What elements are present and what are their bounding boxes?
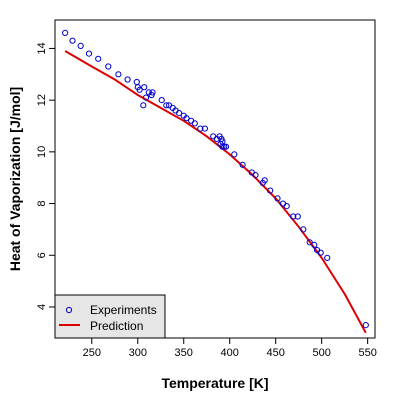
- experiment-point: [191, 120, 198, 127]
- experiment-point: [362, 322, 369, 329]
- experiment-point: [105, 63, 112, 70]
- y-tick-label: 14: [36, 42, 48, 54]
- experiment-point: [62, 29, 69, 37]
- legend: Experiments Prediction: [54, 294, 166, 339]
- y-tick-label: 10: [36, 146, 48, 158]
- x-tick-label: 550: [358, 347, 376, 359]
- experiment-point: [274, 195, 281, 202]
- experiment-point: [221, 143, 228, 150]
- experiment-point: [77, 42, 84, 50]
- experiment-point: [183, 115, 190, 122]
- experiment-point: [140, 102, 147, 109]
- y-tick-label: 4: [36, 304, 48, 310]
- x-tick-label: 450: [267, 347, 285, 359]
- experiment-point: [69, 37, 76, 44]
- legend-prediction-label: Prediction: [90, 319, 143, 333]
- experiment-point: [201, 125, 208, 132]
- experiment-point: [294, 213, 301, 220]
- experiment-point: [85, 50, 93, 57]
- experiments-series: [62, 29, 369, 329]
- experiment-point: [148, 91, 155, 99]
- experiment-point: [219, 138, 226, 145]
- experiment-point: [115, 71, 122, 78]
- experiment-point: [163, 102, 170, 109]
- experiment-point: [136, 86, 143, 93]
- experiment-point: [290, 213, 297, 220]
- experiment-point: [267, 187, 274, 194]
- experiment-point: [261, 177, 268, 184]
- y-tick-label: 8: [36, 200, 48, 206]
- experiment-point: [124, 76, 131, 83]
- experiment-point: [252, 172, 259, 179]
- x-tick-label: 350: [175, 347, 193, 359]
- experiment-point: [317, 249, 324, 256]
- experiment-point: [222, 143, 230, 150]
- experiment-point: [95, 55, 102, 62]
- legend-experiments-marker: [65, 306, 73, 314]
- experiment-point: [306, 239, 313, 246]
- experiment-point: [197, 125, 204, 132]
- axis-ticks: 250 300 350 400 450 500 550 4 6 8 10 12 14: [36, 42, 377, 359]
- experiment-point: [300, 226, 307, 233]
- x-tick-label: 400: [221, 347, 239, 359]
- x-tick-label: 300: [129, 347, 147, 359]
- experiment-point: [142, 94, 150, 101]
- y-axis-title: Heat of Vaporization [J/mol]: [7, 87, 23, 271]
- experiment-point: [158, 97, 165, 104]
- experiment-point: [283, 203, 290, 210]
- experiment-point: [231, 151, 238, 158]
- x-tick-label: 250: [83, 347, 101, 359]
- plot-frame: [54, 19, 376, 339]
- experiment-point: [176, 110, 183, 117]
- experiment-point: [311, 241, 318, 248]
- y-tick-label: 12: [36, 94, 48, 106]
- x-tick-label: 500: [312, 347, 330, 359]
- experiment-point: [141, 84, 148, 91]
- y-tick-label: 6: [36, 252, 48, 258]
- x-axis-title: Temperature [K]: [161, 375, 268, 391]
- legend-experiments-label: Experiments: [90, 303, 157, 317]
- experiment-point: [149, 89, 156, 96]
- experiment-point: [324, 254, 331, 261]
- experiment-point: [239, 161, 246, 168]
